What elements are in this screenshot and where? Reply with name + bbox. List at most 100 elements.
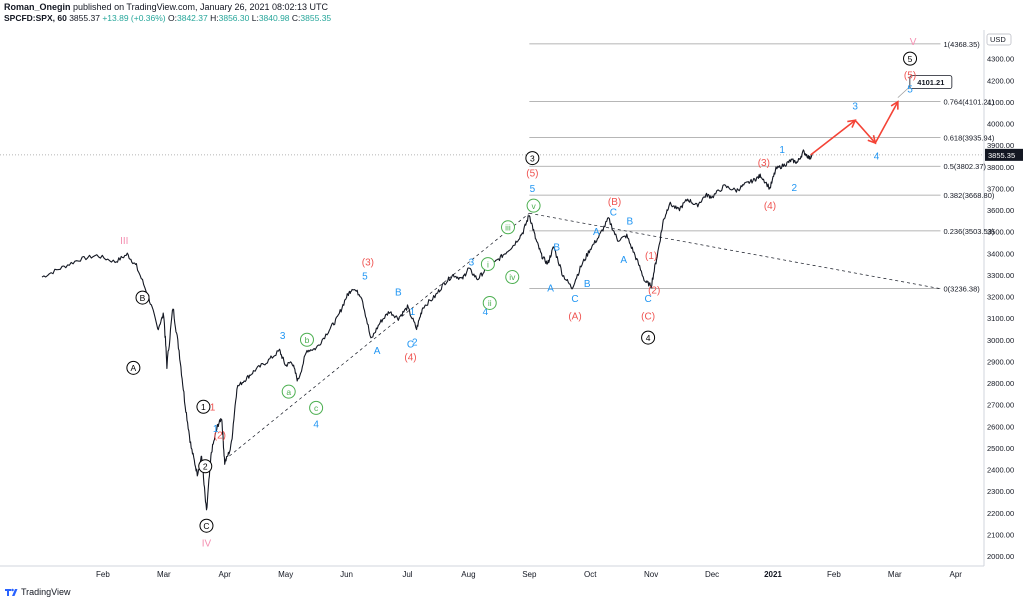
publish-info: Roman_Onegin published on TradingView.co… [4, 2, 328, 12]
wave-label: 3 [469, 257, 475, 268]
target-callout-pointer [897, 86, 911, 98]
x-tick-label: Mar [157, 570, 171, 579]
wave-label-circle [526, 198, 541, 213]
y-tick-label: 4200.00 [987, 76, 1014, 85]
wave-label: (C) [641, 311, 655, 322]
y-tick-label: 3200.00 [987, 293, 1014, 302]
wave-label: (5) [904, 70, 916, 81]
wave-label-circle [281, 384, 296, 399]
wave-label: (2) [648, 286, 660, 297]
last-price: 3855.37 [69, 13, 100, 23]
x-tick-label: Jun [340, 570, 353, 579]
last-price-tag-label: 3855.35 [988, 151, 1015, 160]
close-label: C: [291, 13, 301, 23]
x-tick-label: Apr [949, 570, 962, 579]
wave-label-circle [505, 270, 520, 285]
wave-label: C [644, 294, 651, 305]
wave-label: (B) [608, 197, 621, 208]
close-value: 3855.35 [300, 13, 332, 23]
author-name: Roman_Onegin [4, 2, 71, 12]
last-price-tag [985, 148, 1023, 161]
x-tick-label: Apr [219, 570, 232, 579]
wave-label: 1 [779, 145, 785, 156]
price-change: +13.89 (+0.36%) [102, 13, 166, 23]
wave-label-circle [196, 399, 211, 414]
wave-label: iii [505, 223, 511, 233]
y-tick-label: 2500.00 [987, 444, 1014, 453]
projection-arrowhead [867, 134, 877, 145]
fib-level-label: 0.618(3935.94) [943, 133, 994, 142]
tradingview-logo-icon [5, 588, 18, 596]
wave-label: 3 [852, 102, 858, 113]
fib-level-label: 0(3236.38) [943, 285, 980, 294]
y-tick-label: 3400.00 [987, 249, 1014, 258]
x-tick-label: Nov [644, 570, 658, 579]
wave-label: (1) [645, 251, 657, 262]
wave-label: b [305, 335, 310, 345]
x-tick-label: Sep [522, 570, 537, 579]
wave-label: 3 [530, 153, 535, 163]
currency-box [986, 33, 1012, 46]
wave-label: c [314, 403, 319, 413]
wave-label: 1 [201, 402, 206, 412]
wave-label: (5) [526, 169, 538, 180]
wave-label-circle [198, 459, 213, 474]
y-tick-label: 2800.00 [987, 379, 1014, 388]
y-tick-label: 3300.00 [987, 271, 1014, 280]
wave-label: (2) [214, 430, 226, 441]
y-tick-label: 3500.00 [987, 228, 1014, 237]
y-tick-label: 3000.00 [987, 336, 1014, 345]
wave-label: 5 [908, 54, 913, 64]
wave-label: 2 [792, 183, 798, 194]
x-tick-label: Feb [96, 570, 110, 579]
wave-label: B [140, 293, 146, 303]
wave-label: III [120, 236, 128, 247]
wave-label-circle [135, 290, 150, 305]
wave-label-circle [199, 518, 214, 533]
projection-arrowhead [847, 119, 857, 128]
symbol-name: SPCFD:SPX, 60 [4, 13, 67, 23]
y-tick-label: 4300.00 [987, 55, 1014, 64]
y-tick-label: 4000.00 [987, 120, 1014, 129]
wave-label: B [553, 242, 560, 253]
wave-label: i [487, 259, 489, 269]
projection-path [810, 101, 899, 156]
wave-label: (3) [758, 158, 770, 169]
y-tick-label: 2300.00 [987, 487, 1014, 496]
wave-label: a [286, 387, 291, 397]
fib-level-label: 0.236(3503.53) [943, 227, 994, 236]
wave-label: 1 [213, 424, 219, 435]
wave-label: 4 [313, 420, 319, 431]
tradingview-brand[interactable]: TradingView [4, 587, 71, 597]
wave-label: 3 [280, 331, 286, 342]
wave-label: C [203, 521, 209, 531]
y-tick-label: 2900.00 [987, 357, 1014, 366]
x-tick-label: Mar [888, 570, 902, 579]
y-tick-label: 2600.00 [987, 422, 1014, 431]
wave-label: C [571, 294, 578, 305]
published-text: published on TradingView.com, January 26… [73, 2, 329, 12]
y-tick-label: 3100.00 [987, 314, 1014, 323]
target-callout-label: 4101.21 [917, 78, 944, 87]
x-tick-label: May [278, 570, 293, 579]
x-tick-label: 2021 [764, 570, 782, 579]
wave-label: 2 [412, 337, 418, 348]
fib-level-label: 0.764(4101.21) [943, 98, 994, 107]
x-tick-label: Feb [827, 570, 841, 579]
trendline [529, 212, 941, 290]
wave-label: (A) [568, 311, 581, 322]
wave-label-circle [501, 220, 515, 235]
y-tick-label: 3600.00 [987, 206, 1014, 215]
open-value: 3842.37 [177, 13, 208, 23]
wave-label: iv [509, 272, 516, 282]
symbol-info: SPCFD:SPX, 60 3855.37 +13.89 (+0.36%) O:… [4, 13, 331, 23]
low-value: 3840.98 [258, 13, 290, 23]
wave-label: 5 [530, 184, 536, 195]
target-callout-box [909, 75, 953, 90]
wave-label: 4 [646, 333, 651, 343]
wave-label: C [610, 208, 617, 219]
trendline [224, 212, 530, 461]
x-tick-label: Jul [402, 570, 412, 579]
wave-label-circle [480, 257, 495, 272]
